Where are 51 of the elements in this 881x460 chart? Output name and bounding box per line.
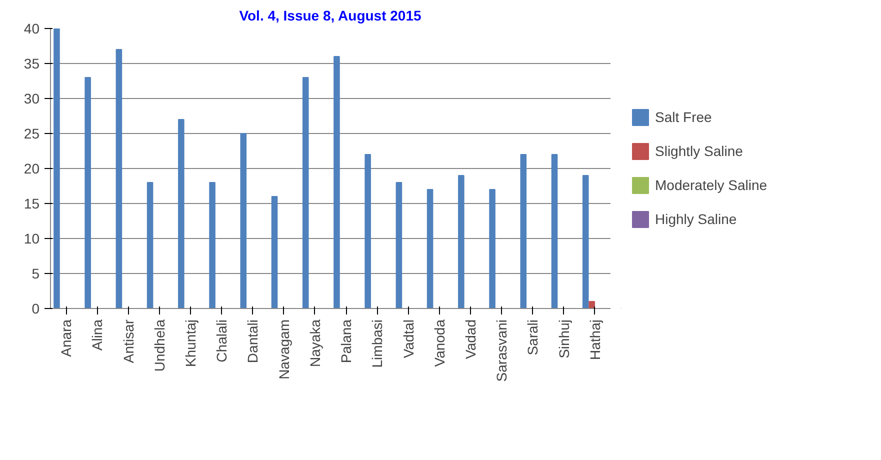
bar <box>588 301 595 308</box>
bar <box>84 77 91 308</box>
bar <box>520 154 527 308</box>
bar <box>271 196 278 308</box>
x-tick-label: Hathaj <box>586 320 603 360</box>
x-tick-label: Sinhuj <box>556 319 572 358</box>
x-tick-label: Undhela <box>151 319 168 372</box>
x-tick-label: Nayaka <box>306 319 323 367</box>
bar <box>54 28 60 308</box>
bar <box>178 119 184 308</box>
x-tick-label: Vadtal <box>400 319 416 358</box>
x-tick-label: Sarali <box>524 319 541 356</box>
bar <box>209 182 216 308</box>
bar <box>302 77 309 308</box>
bar <box>364 154 371 308</box>
x-tick-label: Sarasvani <box>494 319 510 382</box>
legend-label: Moderately Saline <box>655 177 768 193</box>
x-tick-label: Anara <box>58 319 74 357</box>
bar <box>396 182 402 308</box>
x-tick-label: Navagam <box>276 319 292 380</box>
x-tick-label: Khuntaj <box>182 320 198 367</box>
legend-label: Slightly Saline <box>655 143 743 159</box>
legend-label: Highly Saline <box>655 211 737 227</box>
y-tick-label: 25 <box>24 126 40 142</box>
x-tick-label: Vadad <box>462 319 478 359</box>
x-tick-label: Dantali <box>244 319 261 364</box>
bar <box>426 189 434 308</box>
x-tick-label: Alina <box>89 319 106 351</box>
text: Vol. 4, Issue 8, August 2015 <box>239 8 422 24</box>
y-tick-label: 30 <box>24 90 40 106</box>
bar <box>582 175 589 308</box>
x-tick-label: Chalali <box>214 319 230 362</box>
legend-label: Salt Free <box>655 109 712 125</box>
bar <box>146 182 154 308</box>
x-tick-label: Antisar <box>120 319 136 364</box>
y-tick-label: 40 <box>24 20 40 36</box>
bar <box>116 49 122 308</box>
bar <box>240 133 247 308</box>
x-tick-label: Palana <box>338 319 354 364</box>
bar <box>551 154 558 308</box>
y-tick-label: 5 <box>32 266 40 282</box>
y-tick-label: 10 <box>24 230 40 246</box>
x-tick-label: Limbasi <box>369 319 386 368</box>
x-tick-label: Vanoda <box>431 319 448 367</box>
y-tick-label: 15 <box>24 196 40 212</box>
bar <box>489 189 496 308</box>
y-tick-label: 20 <box>24 160 40 176</box>
bar <box>334 56 340 308</box>
bar <box>458 175 464 308</box>
y-tick-label: 35 <box>24 56 40 72</box>
y-tick-label: 0 <box>32 300 40 316</box>
